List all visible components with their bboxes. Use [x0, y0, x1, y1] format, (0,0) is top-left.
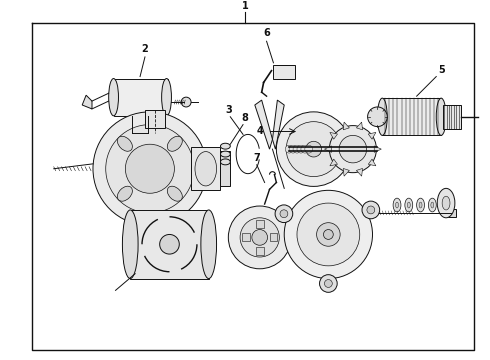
Circle shape [106, 125, 194, 213]
Circle shape [286, 122, 341, 177]
Circle shape [368, 107, 387, 127]
Circle shape [306, 141, 321, 157]
Ellipse shape [195, 152, 217, 186]
Polygon shape [330, 132, 338, 139]
Ellipse shape [118, 186, 132, 201]
Ellipse shape [437, 188, 455, 218]
Ellipse shape [419, 202, 422, 208]
Text: 1: 1 [242, 1, 248, 11]
Polygon shape [368, 159, 376, 166]
Ellipse shape [416, 198, 424, 212]
Circle shape [297, 235, 301, 239]
Circle shape [305, 145, 313, 153]
Ellipse shape [431, 202, 434, 208]
Circle shape [329, 126, 376, 173]
Bar [448, 209, 456, 217]
Circle shape [240, 218, 279, 257]
Circle shape [367, 206, 375, 214]
Text: 5: 5 [438, 64, 445, 75]
Text: 8: 8 [242, 113, 248, 123]
Ellipse shape [407, 202, 410, 208]
Ellipse shape [220, 151, 230, 157]
Polygon shape [82, 95, 92, 109]
Ellipse shape [442, 196, 450, 210]
Ellipse shape [167, 186, 182, 201]
Bar [191, 147, 220, 190]
Circle shape [323, 230, 333, 239]
Circle shape [228, 206, 291, 269]
Circle shape [324, 280, 332, 287]
Ellipse shape [162, 78, 172, 116]
Polygon shape [368, 132, 376, 139]
Ellipse shape [405, 198, 413, 212]
Ellipse shape [395, 202, 398, 208]
Circle shape [284, 190, 372, 279]
Circle shape [297, 203, 360, 266]
Text: 4: 4 [257, 126, 264, 136]
Polygon shape [343, 122, 349, 130]
Circle shape [125, 144, 174, 193]
Circle shape [297, 145, 305, 153]
Text: 7: 7 [253, 153, 260, 163]
Bar [273, 65, 295, 78]
Polygon shape [374, 146, 381, 152]
Circle shape [339, 135, 367, 163]
Bar [256, 247, 264, 255]
Text: 6: 6 [263, 28, 270, 38]
Ellipse shape [167, 136, 182, 151]
Circle shape [252, 230, 268, 245]
Circle shape [301, 145, 309, 153]
Circle shape [362, 201, 380, 219]
Circle shape [319, 275, 337, 292]
Polygon shape [356, 122, 363, 130]
Ellipse shape [393, 198, 401, 212]
Circle shape [181, 97, 191, 107]
Ellipse shape [201, 210, 217, 279]
Circle shape [293, 145, 301, 153]
Circle shape [285, 145, 293, 153]
Circle shape [317, 223, 340, 246]
Bar [382, 98, 441, 135]
Circle shape [275, 205, 293, 222]
Circle shape [289, 145, 297, 153]
Ellipse shape [220, 143, 230, 149]
Ellipse shape [220, 159, 230, 165]
Ellipse shape [436, 98, 446, 135]
Polygon shape [272, 100, 284, 149]
Polygon shape [330, 159, 338, 166]
Bar [270, 234, 277, 241]
Bar [256, 220, 264, 228]
Ellipse shape [122, 210, 138, 279]
Circle shape [280, 210, 288, 218]
Polygon shape [324, 146, 332, 152]
Text: 2: 2 [142, 44, 148, 54]
Bar [145, 110, 165, 127]
Ellipse shape [428, 198, 436, 212]
Text: 3: 3 [225, 105, 232, 115]
Ellipse shape [377, 98, 387, 135]
Bar [242, 234, 250, 241]
Bar [130, 210, 209, 279]
Polygon shape [255, 100, 272, 149]
Circle shape [293, 231, 305, 243]
Ellipse shape [118, 136, 132, 151]
Bar [220, 151, 230, 186]
Circle shape [160, 234, 179, 254]
Bar [443, 105, 461, 129]
Polygon shape [356, 168, 363, 176]
Circle shape [276, 112, 351, 186]
Circle shape [93, 112, 207, 226]
Ellipse shape [109, 78, 119, 116]
Bar [114, 78, 168, 116]
Polygon shape [343, 168, 349, 176]
